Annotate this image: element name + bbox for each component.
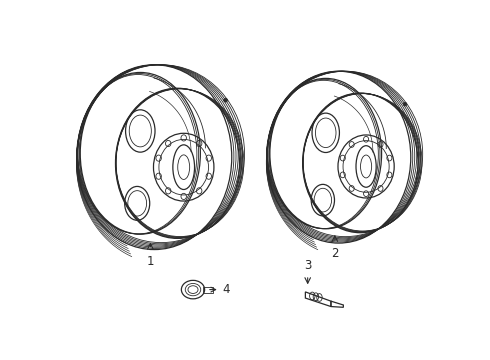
Text: 2: 2 [331,247,339,260]
Ellipse shape [223,98,227,102]
Text: 1: 1 [147,255,154,268]
Text: 4: 4 [210,283,230,296]
Ellipse shape [403,102,407,106]
Text: 3: 3 [304,259,311,272]
